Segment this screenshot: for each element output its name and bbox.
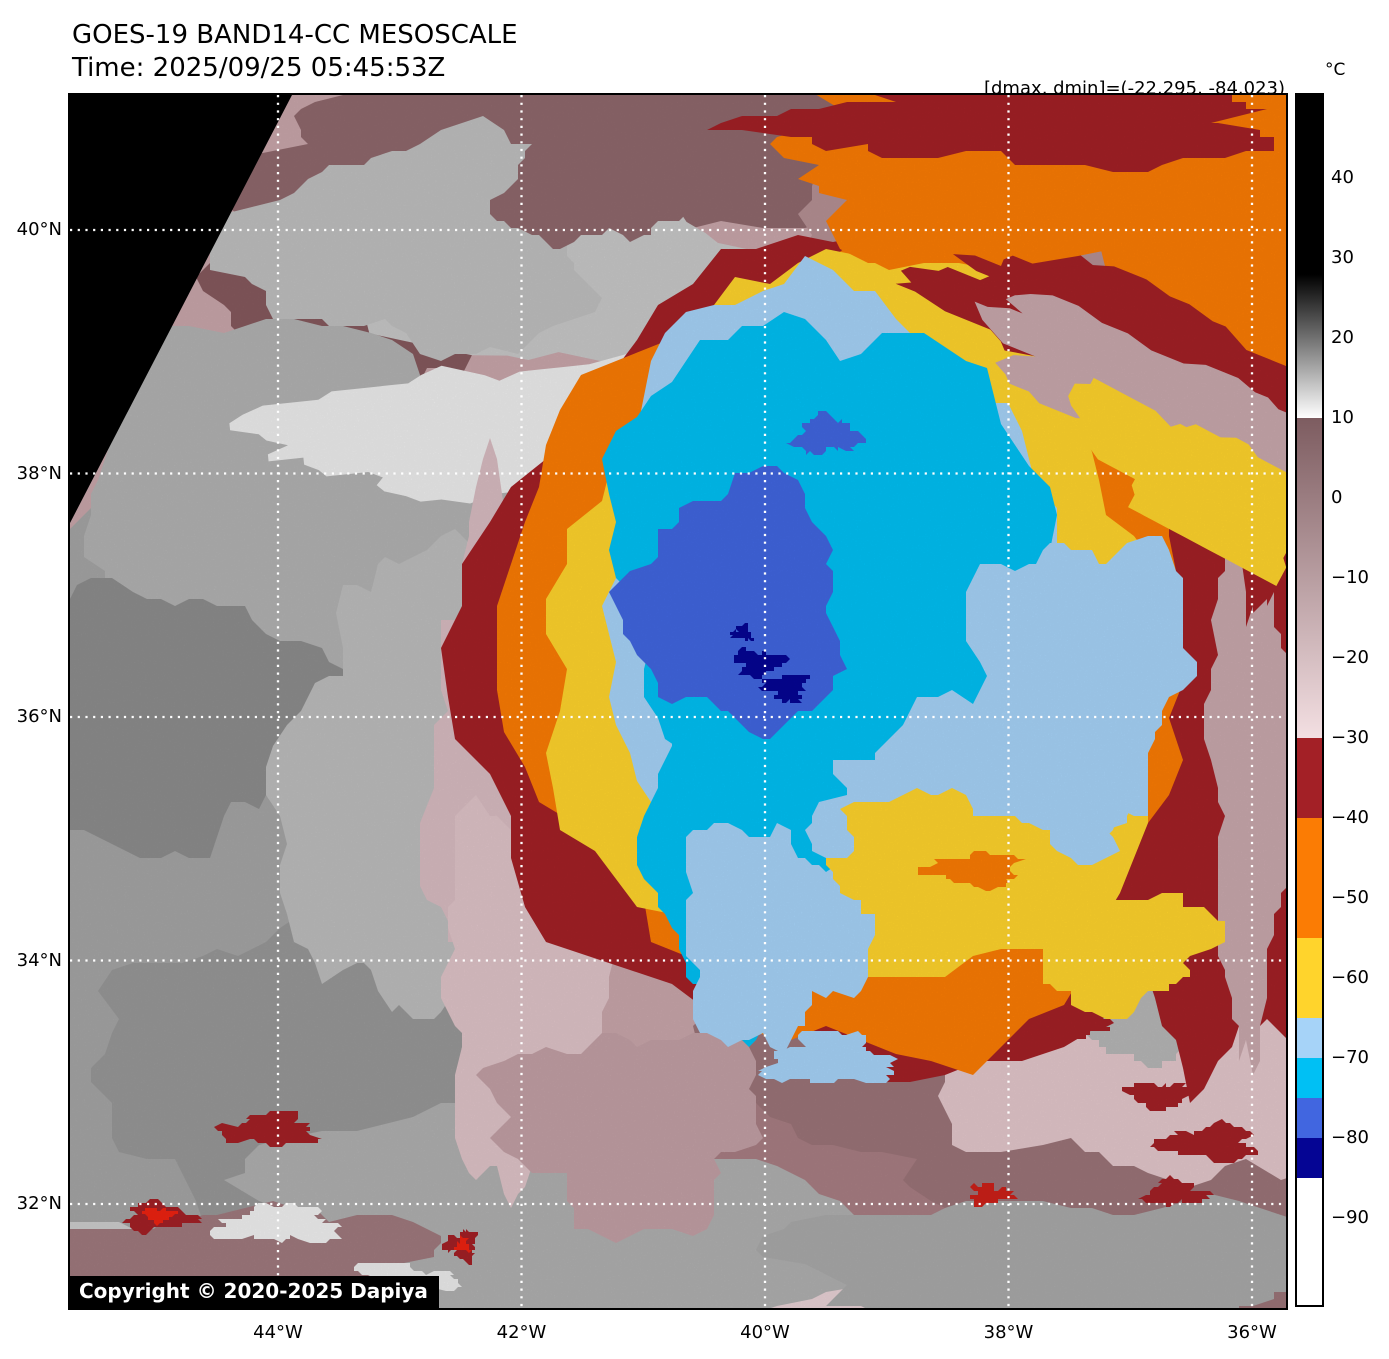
lat-label-40°N: 40°N [16, 219, 62, 240]
cbar-tick-−20: −20 [1331, 647, 1369, 668]
lon-label-44°W: 44°W [253, 1322, 303, 1343]
cbar-tick-−40: −40 [1331, 806, 1369, 828]
lat-label-36°N: 36°N [16, 706, 62, 727]
cbar-tick-10: 10 [1331, 407, 1354, 429]
lon-label-38°W: 38°W [983, 1322, 1034, 1343]
lat-label-38°N: 38°N [16, 462, 62, 484]
cbar-tick-20: 20 [1331, 327, 1354, 349]
cbar-tick-−60: −60 [1331, 966, 1369, 988]
cbar-tick-−30: −30 [1331, 726, 1369, 748]
cbar-tick-−90: −90 [1331, 1206, 1369, 1228]
lat-label-34°N: 34°N [16, 949, 62, 971]
cbar-tick-−80: −80 [1331, 1126, 1369, 1148]
satellite-image [70, 95, 1286, 1308]
satellite-map: Copyright © 2020-2025 Dapiya [68, 93, 1288, 1310]
lon-label-36°W: 36°W [1227, 1322, 1277, 1343]
cbar-tick-40: 40 [1331, 167, 1354, 189]
lon-label-40°W: 40°W [740, 1322, 790, 1343]
temperature-colorbar [1295, 93, 1324, 1307]
page-title: GOES-19 BAND14-CC MESOSCALE [72, 20, 518, 50]
lon-label-42°W: 42°W [496, 1322, 547, 1343]
pixel-grain-overlay [70, 95, 1286, 1308]
cbar-tick-−10: −10 [1331, 567, 1369, 589]
cbar-tick-−50: −50 [1331, 886, 1369, 908]
timestamp: Time: 2025/09/25 05:45:53Z [72, 53, 446, 83]
cbar-tick-−70: −70 [1331, 1046, 1369, 1068]
cbar-tick-30: 30 [1331, 247, 1354, 269]
cbar-tick-0: 0 [1331, 487, 1343, 509]
colorbar-unit-label: °C [1325, 60, 1346, 80]
colorbar-gradient [1297, 95, 1322, 1305]
copyright-badge: Copyright © 2020-2025 Dapiya [70, 1276, 439, 1308]
lat-label-32°N: 32°N [16, 1193, 62, 1214]
